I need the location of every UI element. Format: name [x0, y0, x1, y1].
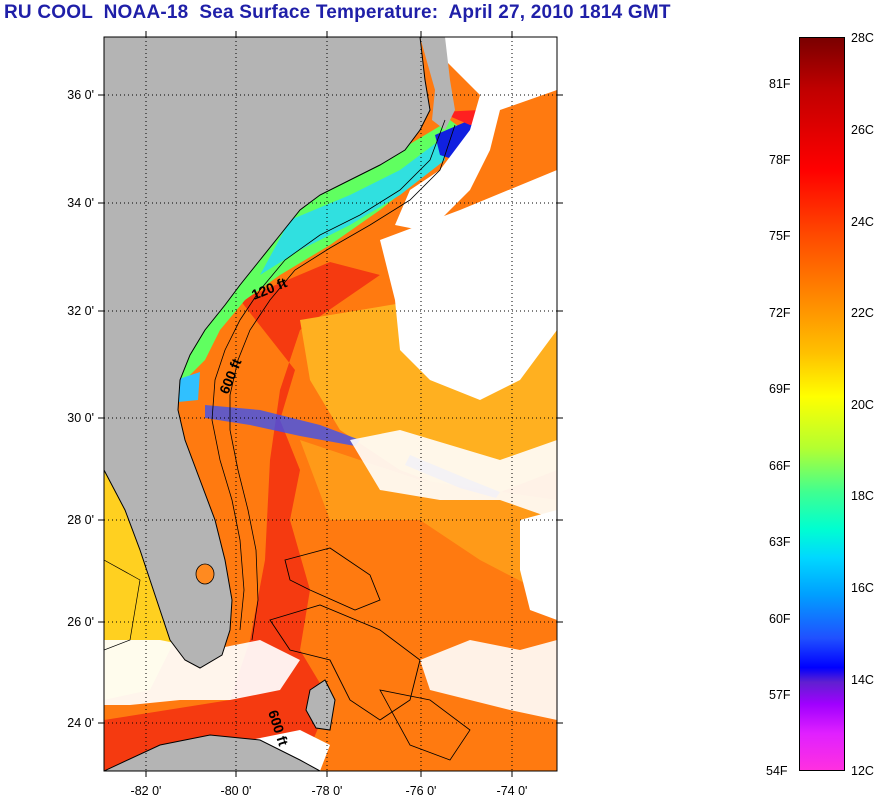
cb-c-28: 28C [851, 31, 874, 45]
cb-c-22: 22C [851, 306, 874, 320]
lat-label-32: 32 0' [67, 304, 94, 318]
lon-label-76: -76 0' [406, 784, 437, 798]
land-andros [305, 679, 336, 731]
cb-c-24: 24C [851, 215, 874, 229]
lat-label-28: 28 0' [67, 513, 94, 527]
map-frame [103, 36, 558, 772]
land-outer-banks [420, 37, 455, 130]
isobath-600ft [229, 124, 456, 641]
cb-c-20: 20C [851, 398, 874, 412]
cb-f-60: 60F [769, 612, 791, 626]
cloud-central [380, 170, 557, 400]
lat-label-24: 24 0' [67, 716, 94, 730]
ticks [98, 31, 563, 777]
cb-c-26: 26C [851, 123, 874, 137]
lon-label-78: -78 0' [312, 784, 343, 798]
cold-filament [205, 405, 360, 446]
cb-f-63: 63F [769, 535, 791, 549]
cb-f-78: 78F [769, 153, 791, 167]
cloud-mid [350, 430, 557, 520]
cb-f-57: 57F [769, 688, 791, 702]
cb-f-69: 69F [769, 382, 791, 396]
bahama-bank-great [269, 604, 421, 721]
cool-nearshore-florida [176, 372, 200, 402]
lat-label-36: 36 0' [67, 88, 94, 102]
cb-f-75: 75F [769, 229, 791, 243]
cb-f-81: 81F [769, 77, 791, 91]
temperature-colorbar [799, 37, 845, 771]
lake-okeechobee [195, 563, 215, 585]
coastline [104, 37, 431, 669]
map-title: RU COOL NOAA-18 Sea Surface Temperature:… [4, 2, 671, 23]
cold-plume-hatteras [435, 120, 478, 160]
cloud-north [395, 37, 557, 230]
land-southeast-us [104, 37, 430, 668]
cloud-east [520, 510, 557, 620]
bahama-bank-north [284, 547, 381, 611]
bahama-bank-south [379, 689, 471, 761]
shelf-water-cyan [260, 140, 445, 275]
cb-f-72: 72F [769, 306, 791, 320]
cb-c-18: 18C [851, 489, 874, 503]
land-cuba [104, 734, 321, 771]
lat-label-34: 34 0' [67, 196, 94, 210]
cb-c-16: 16C [851, 581, 874, 595]
cb-c-12: 12C [851, 764, 874, 778]
cb-f-54: 54F [766, 764, 788, 778]
cloud-south-east [420, 640, 557, 720]
cb-c-14: 14C [851, 673, 874, 687]
lon-label-82: -82 0' [131, 784, 162, 798]
lon-label-74: -74 0' [497, 784, 528, 798]
lat-label-26: 26 0' [67, 615, 94, 629]
lat-label-30: 30 0' [67, 411, 94, 425]
gulf-contour [104, 559, 141, 651]
lon-label-80: -80 0' [221, 784, 252, 798]
cloud-south-west [104, 640, 300, 705]
cb-f-66: 66F [769, 459, 791, 473]
